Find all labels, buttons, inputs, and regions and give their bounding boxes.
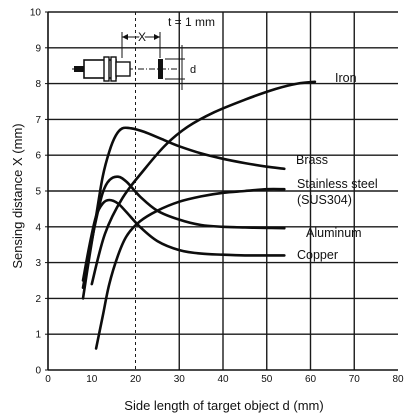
series-label-copper: Copper xyxy=(297,248,338,262)
y-tick-label: 7 xyxy=(35,115,41,126)
x-tick-label: 60 xyxy=(305,374,317,385)
y-tick-label: 10 xyxy=(30,8,42,19)
series-line-iron xyxy=(90,80,317,286)
x-arrow-right xyxy=(154,34,160,40)
series-labels: Iron Brass Stainless steel (SUS304) Alum… xyxy=(296,71,378,262)
y-tick-label: 1 xyxy=(35,330,41,341)
x-tick-label: 30 xyxy=(174,374,186,385)
series-line-brass xyxy=(81,126,286,300)
y-tick-label: 4 xyxy=(35,222,41,233)
y-tick-label: 6 xyxy=(35,151,41,162)
series-label-stainless-line1: Stainless steel xyxy=(297,177,378,191)
y-tick-label: 0 xyxy=(35,366,41,377)
x-tick-label: 10 xyxy=(86,374,98,385)
x-axis-title: Side length of target object d (mm) xyxy=(124,398,323,413)
sensor-face xyxy=(115,61,131,77)
y-tick-label: 8 xyxy=(35,79,41,90)
series-label-brass: Brass xyxy=(296,153,328,167)
inset-d-symbol: d xyxy=(190,64,196,76)
grid xyxy=(48,11,398,370)
sensor-nut-1 xyxy=(103,56,110,82)
sensor-nut-2 xyxy=(110,56,117,82)
x-tick-label: 80 xyxy=(392,374,404,385)
y-tick-label: 5 xyxy=(35,187,41,198)
inset-thickness-label: t = 1 mm xyxy=(168,15,215,29)
x-tick-label: 40 xyxy=(217,374,229,385)
x-tick-label: 50 xyxy=(261,374,273,385)
series-label-iron: Iron xyxy=(335,71,357,85)
series-lines xyxy=(81,80,317,350)
x-tick-label: 0 xyxy=(45,374,51,385)
series-line-copper xyxy=(81,198,286,282)
inset-x-symbol: X xyxy=(138,30,146,44)
y-tick-label: 9 xyxy=(35,43,41,54)
y-tick-label: 3 xyxy=(35,258,41,269)
tick-labels: 0 1 2 3 4 5 6 7 8 9 10 0 10 20 30 40 50 60 70 80 xyxy=(30,8,404,386)
y-axis-title: Sensing distance X (mm) xyxy=(10,123,25,268)
x-tick-label: 70 xyxy=(349,374,361,385)
x-tick-label: 20 xyxy=(130,374,142,385)
sensor-diagram: X d t = 1 mm xyxy=(72,15,215,90)
series-label-aluminum: Aluminum xyxy=(306,226,362,240)
sensor-cable xyxy=(74,66,84,72)
y-tick-label: 2 xyxy=(35,294,41,305)
target-plate xyxy=(158,59,163,79)
series-label-stainless-line2: (SUS304) xyxy=(297,193,352,207)
x-arrow-left xyxy=(122,34,128,40)
